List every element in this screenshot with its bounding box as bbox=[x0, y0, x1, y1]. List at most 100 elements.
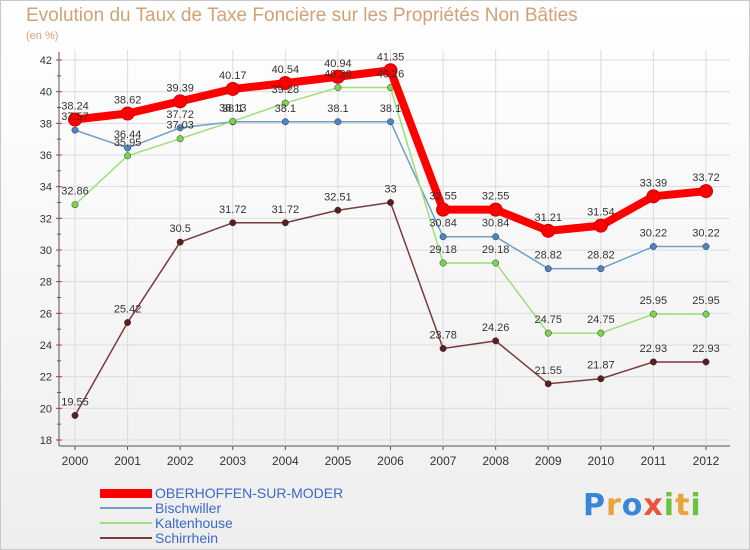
data-point bbox=[387, 118, 394, 126]
data-label: 21.87 bbox=[587, 360, 615, 372]
logo-letter: x bbox=[643, 488, 664, 523]
data-label: 32.51 bbox=[324, 191, 352, 203]
x-tick-label: 2011 bbox=[641, 454, 667, 468]
data-point bbox=[124, 152, 132, 160]
y-tick-label: 28 bbox=[40, 277, 52, 289]
data-point bbox=[492, 259, 500, 267]
data-point bbox=[702, 358, 710, 366]
data-label: 30.22 bbox=[692, 228, 720, 240]
logo-letter: P bbox=[583, 488, 606, 523]
data-label: 25.42 bbox=[114, 304, 142, 316]
data-point bbox=[597, 265, 605, 273]
data-label: 32.55 bbox=[429, 191, 457, 203]
data-label: 35.95 bbox=[114, 137, 142, 149]
data-point bbox=[278, 76, 293, 91]
data-point bbox=[646, 189, 661, 204]
data-label: 38.1 bbox=[327, 103, 348, 115]
data-point bbox=[702, 243, 710, 250]
data-point bbox=[176, 135, 184, 143]
logo-letter: i bbox=[663, 488, 676, 523]
data-label: 37.72 bbox=[166, 109, 194, 121]
x-tick-label: 2003 bbox=[219, 454, 246, 468]
data-label: 41.35 bbox=[377, 51, 405, 63]
data-label: 21.55 bbox=[534, 365, 562, 377]
legend-label-bischwiller: Bischwiller bbox=[155, 500, 222, 516]
data-label: 29.18 bbox=[482, 244, 510, 256]
data-point bbox=[593, 218, 608, 233]
y-tick-label: 36 bbox=[40, 150, 52, 162]
data-label: 38.62 bbox=[114, 95, 142, 107]
legend-label-schirrhein: Schirrhein bbox=[155, 530, 219, 546]
data-point bbox=[544, 329, 552, 337]
data-label: 22.93 bbox=[692, 343, 720, 355]
data-point bbox=[544, 380, 552, 388]
data-label: 40.26 bbox=[324, 69, 352, 81]
data-label: 38.13 bbox=[219, 102, 247, 114]
data-label: 38.1 bbox=[222, 103, 243, 115]
legend-swatch-schirrhein bbox=[100, 537, 152, 539]
data-label: 25.95 bbox=[640, 295, 668, 307]
y-tick-label: 42 bbox=[40, 55, 52, 67]
data-label: 31.54 bbox=[587, 207, 615, 219]
data-point bbox=[541, 223, 556, 238]
logo-letter: t bbox=[675, 488, 691, 523]
data-label: 28.82 bbox=[587, 250, 615, 262]
data-label: 31.72 bbox=[272, 204, 300, 216]
data-point bbox=[68, 112, 82, 127]
data-label: 39.28 bbox=[272, 84, 300, 96]
x-tick-label: 2005 bbox=[325, 454, 352, 468]
x-tick-label: 2004 bbox=[272, 454, 299, 468]
legend-swatch-bischwiller bbox=[100, 507, 152, 509]
data-point bbox=[649, 358, 657, 366]
logo-letter: o bbox=[621, 488, 644, 523]
data-label: 36.44 bbox=[114, 129, 142, 141]
chart-title: Evolution du Taux de Taxe Foncière sur l… bbox=[26, 5, 578, 26]
data-label: 33.39 bbox=[640, 177, 668, 189]
y-tick-label: 18 bbox=[40, 435, 52, 447]
x-tick-label: 2002 bbox=[167, 454, 194, 468]
x-tick-label: 2009 bbox=[535, 454, 562, 468]
legend-label-oberhoffen: OBERHOFFEN-SUR-MODER bbox=[155, 485, 344, 501]
legend-swatch-oberhoffen bbox=[100, 489, 152, 498]
data-point bbox=[383, 63, 398, 78]
data-label: 38.24 bbox=[61, 101, 89, 113]
y-tick-label: 22 bbox=[40, 372, 52, 384]
data-label: 24.26 bbox=[482, 322, 510, 334]
data-label: 31.72 bbox=[219, 204, 247, 216]
data-point bbox=[124, 144, 132, 152]
data-label: 37.03 bbox=[166, 120, 194, 132]
data-label: 40.26 bbox=[377, 69, 405, 81]
data-label: 30.22 bbox=[640, 228, 668, 240]
y-tick-label: 20 bbox=[40, 403, 52, 415]
data-label: 30.84 bbox=[482, 218, 510, 230]
data-point bbox=[229, 117, 237, 125]
data-point bbox=[439, 345, 447, 352]
data-point bbox=[597, 375, 605, 383]
x-tick-label: 2001 bbox=[114, 454, 141, 468]
x-tick-label: 2008 bbox=[482, 454, 509, 468]
data-label: 25.95 bbox=[692, 295, 720, 307]
data-label: 40.17 bbox=[219, 70, 247, 82]
data-point bbox=[176, 124, 184, 132]
data-point bbox=[436, 202, 451, 217]
y-tick-label: 34 bbox=[40, 182, 52, 194]
x-tick-label: 2006 bbox=[377, 454, 404, 468]
x-tick-label: 2012 bbox=[693, 454, 720, 468]
data-label: 28.82 bbox=[534, 250, 562, 262]
data-point bbox=[281, 219, 289, 227]
data-label: 30.84 bbox=[429, 218, 457, 230]
data-point bbox=[71, 126, 79, 134]
data-point bbox=[649, 310, 657, 318]
data-label: 38.1 bbox=[275, 103, 296, 115]
data-point bbox=[120, 106, 135, 121]
data-point bbox=[492, 337, 500, 345]
data-point bbox=[281, 118, 289, 126]
data-label: 33 bbox=[384, 184, 396, 196]
data-point bbox=[334, 84, 342, 92]
data-label: 32.86 bbox=[61, 186, 89, 198]
data-point bbox=[439, 233, 447, 241]
data-point bbox=[281, 99, 289, 107]
data-point bbox=[699, 184, 713, 199]
legend-label-kaltenhouse: Kaltenhouse bbox=[155, 515, 233, 531]
data-label: 24.75 bbox=[534, 314, 562, 326]
